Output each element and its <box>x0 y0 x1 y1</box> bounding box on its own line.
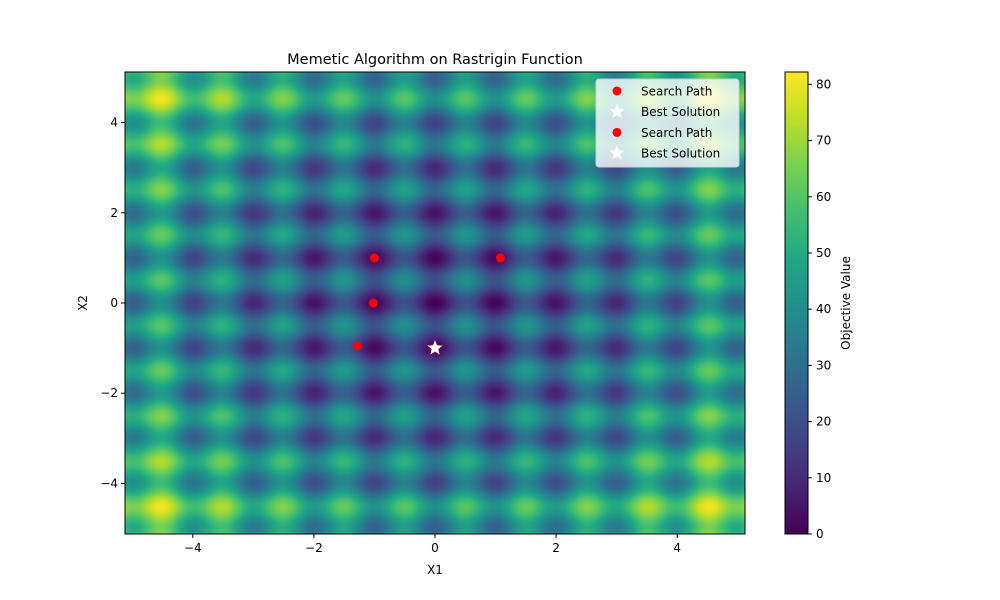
colorbar-ticks: 0 10 20 30 40 50 60 70 80 <box>808 77 831 541</box>
colorbar-tick-label: 40 <box>816 302 831 316</box>
y-tick-label: −2 <box>100 386 118 400</box>
colorbar-tick-label: 70 <box>816 134 831 148</box>
legend-entry-label: Best Solution <box>641 147 720 161</box>
search-path-point <box>369 253 379 263</box>
y-tick-label: 0 <box>110 296 118 310</box>
y-axis-label: X2 <box>76 295 90 311</box>
legend-entry-label: Search Path <box>641 126 712 140</box>
colorbar-tick-label: 60 <box>816 190 831 204</box>
y-tick-label: −4 <box>100 476 118 490</box>
legend-circle-marker <box>612 86 622 96</box>
legend-entry-label: Search Path <box>641 85 712 99</box>
x-tick-label: 4 <box>673 541 681 555</box>
x-tick-label: 0 <box>431 541 439 555</box>
colorbar-frame <box>784 71 809 535</box>
legend-box <box>595 78 740 168</box>
x-tick-label: −4 <box>184 541 202 555</box>
legend: Search Path Best Solution Search Path Best … <box>595 78 740 168</box>
x-axis-ticks: −4 −2 0 2 4 <box>184 534 681 555</box>
y-tick-label: 2 <box>110 206 118 220</box>
colorbar-tick-label: 0 <box>816 527 824 541</box>
colorbar <box>785 72 808 534</box>
colorbar-tick-label: 50 <box>816 246 831 260</box>
x-tick-label: 2 <box>552 541 560 555</box>
legend-entry-label: Best Solution <box>641 105 720 119</box>
best-solution-star <box>427 340 443 355</box>
colorbar-tick-label: 20 <box>816 415 831 429</box>
colorbar-tick-label: 30 <box>816 358 831 372</box>
colorbar-tick-label: 80 <box>816 77 831 91</box>
search-path-point <box>368 298 378 308</box>
colorbar-tick-label: 10 <box>816 471 831 485</box>
y-tick-label: 4 <box>110 116 118 130</box>
search-path-point <box>353 341 362 351</box>
x-tick-label: −2 <box>305 541 323 555</box>
legend-circle-marker <box>612 127 622 137</box>
chart-title: Memetic Algorithm on Rastrigin Function <box>287 52 583 68</box>
search-path-point <box>495 253 505 263</box>
legend-star-marker <box>609 103 625 119</box>
colorbar-label: Objective Value <box>839 256 853 350</box>
y-axis-ticks: −4 −2 0 2 4 <box>100 116 125 490</box>
x-axis-label: X1 <box>427 563 443 577</box>
legend-star-marker <box>609 145 625 160</box>
data-markers <box>353 253 505 355</box>
